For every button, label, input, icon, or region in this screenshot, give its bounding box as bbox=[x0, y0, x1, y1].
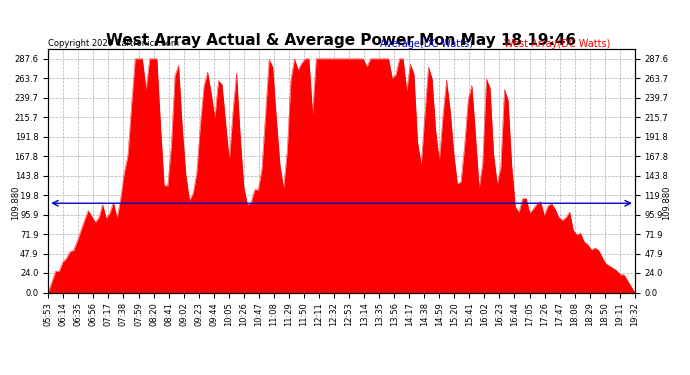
Text: Copyright 2020 Cartronics.com: Copyright 2020 Cartronics.com bbox=[48, 39, 179, 48]
Text: 109.880: 109.880 bbox=[12, 186, 21, 220]
Text: Average(DC Watts): Average(DC Watts) bbox=[380, 39, 473, 50]
Text: West Array(DC Watts): West Array(DC Watts) bbox=[504, 39, 610, 50]
Text: 109.880: 109.880 bbox=[662, 186, 671, 220]
Title: West Array Actual & Average Power Mon May 18 19:46: West Array Actual & Average Power Mon Ma… bbox=[106, 33, 577, 48]
